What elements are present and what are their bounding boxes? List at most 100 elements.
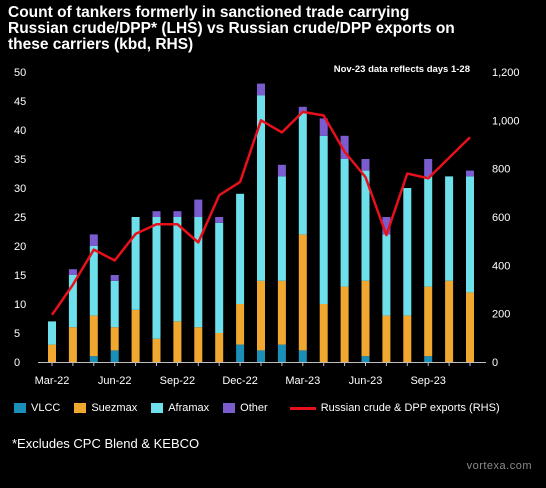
bar-other xyxy=(89,234,98,246)
legend-item-suezmax: Suezmax xyxy=(74,402,137,414)
legend-item-exports: Russian crude & DPP exports (RHS) xyxy=(289,402,500,414)
exports-line xyxy=(50,110,471,316)
left-tick-label: 5 xyxy=(14,328,20,340)
bar-suezmax xyxy=(424,286,433,357)
bar-aframax xyxy=(361,170,370,281)
legend-label-other: Other xyxy=(240,402,268,414)
legend-item-vlcc: VLCC xyxy=(14,402,60,414)
chart-annotation: Nov-23 data reflects days 1-28 xyxy=(333,64,470,75)
bar-suezmax xyxy=(215,333,224,362)
bar-suezmax xyxy=(257,280,265,351)
bar-suezmax xyxy=(340,286,349,362)
left-tick-label: 20 xyxy=(14,241,26,253)
x-tick-label: Sep-23 xyxy=(410,375,445,387)
legend-label-vlcc: VLCC xyxy=(31,402,61,414)
bar-aframax xyxy=(445,176,454,281)
bar-suezmax xyxy=(466,292,474,362)
bar-aframax xyxy=(68,275,77,328)
bar-vlcc xyxy=(110,350,119,362)
right-axis: 0 200 400 600 800 1,000 1,200 xyxy=(492,67,520,369)
legend-item-other: Other xyxy=(223,402,268,414)
x-tick-label: Dec-22 xyxy=(222,375,257,387)
bar-suezmax xyxy=(298,234,307,351)
bar-suezmax xyxy=(319,304,328,362)
bar-other xyxy=(382,217,391,235)
bar-vlcc xyxy=(277,344,286,362)
bar-vlcc xyxy=(257,350,265,362)
legend-label-aframax: Aframax xyxy=(168,402,210,414)
bar-aframax xyxy=(173,217,182,322)
right-tick-label: 1,200 xyxy=(492,67,520,79)
legend-item-aframax: Aframax xyxy=(151,402,209,414)
left-tick-label: 15 xyxy=(14,270,26,282)
x-tick-label: Sep-22 xyxy=(160,375,195,387)
bar-suezmax xyxy=(236,304,245,345)
left-tick-label: 35 xyxy=(14,154,26,166)
x-tick-label: Jun-23 xyxy=(349,375,383,387)
bar-other xyxy=(68,269,77,275)
bar-aframax xyxy=(152,217,161,339)
bar-aframax xyxy=(131,217,140,310)
left-tick-label: 25 xyxy=(14,212,26,224)
chart-plot: 0 5 10 15 20 25 30 35 40 45 50 0 200 400 600 800 1,000 1… xyxy=(14,67,520,387)
bar-aframax xyxy=(89,246,98,316)
x-tick-label: Mar-22 xyxy=(35,375,70,387)
bar-aframax xyxy=(257,95,265,281)
bar-suezmax xyxy=(68,327,77,362)
brand-watermark: vortexa.com xyxy=(466,460,532,472)
right-tick-label: 600 xyxy=(492,212,510,224)
bar-aframax xyxy=(424,176,433,287)
x-tick-label: Jun-22 xyxy=(98,375,132,387)
bar-suezmax xyxy=(110,327,119,351)
bar-other xyxy=(298,106,307,113)
left-axis: 0 5 10 15 20 25 30 35 40 45 50 xyxy=(14,67,26,369)
line-group xyxy=(50,110,471,316)
bar-suezmax xyxy=(152,338,161,362)
bar-other xyxy=(361,159,370,171)
bar-vlcc xyxy=(298,350,307,362)
bar-aframax xyxy=(403,188,412,316)
bar-other xyxy=(257,83,265,96)
right-tick-label: 0 xyxy=(492,357,498,369)
bar-aframax xyxy=(319,135,328,304)
chart-title: Count of tankers formerly in sanctioned … xyxy=(8,4,455,53)
bar-other xyxy=(277,164,286,177)
bar-aframax xyxy=(340,159,349,287)
bar-aframax xyxy=(48,321,56,345)
bar-aframax xyxy=(382,234,391,316)
bar-other xyxy=(424,159,433,177)
bar-other xyxy=(152,211,161,217)
legend-label-exports: Russian crude & DPP exports (RHS) xyxy=(320,402,500,414)
bar-suezmax xyxy=(89,315,98,357)
right-tick-label: 200 xyxy=(492,309,510,321)
left-tick-label: 0 xyxy=(14,357,20,369)
legend-swatch-other xyxy=(223,403,236,413)
bar-other xyxy=(466,170,474,177)
bar-vlcc xyxy=(236,344,245,362)
left-tick-label: 30 xyxy=(14,183,26,195)
legend-swatch-vlcc xyxy=(14,403,26,413)
bar-aframax xyxy=(194,217,203,328)
bar-aframax xyxy=(298,112,307,235)
x-axis: Mar-22 Jun-22 Sep-22 Dec-22 Mar-23 Jun-23 Sep-… xyxy=(35,362,486,387)
right-tick-label: 400 xyxy=(492,260,510,272)
bar-aframax xyxy=(277,176,286,281)
bar-suezmax xyxy=(445,280,454,362)
bar-suezmax xyxy=(277,280,286,345)
legend-swatch-exports xyxy=(289,406,316,410)
left-tick-label: 50 xyxy=(14,67,26,79)
left-tick-label: 10 xyxy=(14,299,26,311)
bars-group xyxy=(48,83,474,362)
right-tick-label: 800 xyxy=(492,164,510,176)
bar-suezmax xyxy=(48,344,56,362)
bar-aframax xyxy=(466,176,474,293)
bar-suezmax xyxy=(361,280,370,357)
bar-aframax xyxy=(236,193,245,304)
bar-suezmax xyxy=(173,321,182,362)
bar-suezmax xyxy=(403,315,412,362)
bar-aframax xyxy=(110,280,119,328)
bar-vlcc xyxy=(89,356,98,362)
bar-aframax xyxy=(215,222,224,333)
right-tick-label: 1,000 xyxy=(492,115,520,127)
left-tick-label: 45 xyxy=(14,96,26,108)
